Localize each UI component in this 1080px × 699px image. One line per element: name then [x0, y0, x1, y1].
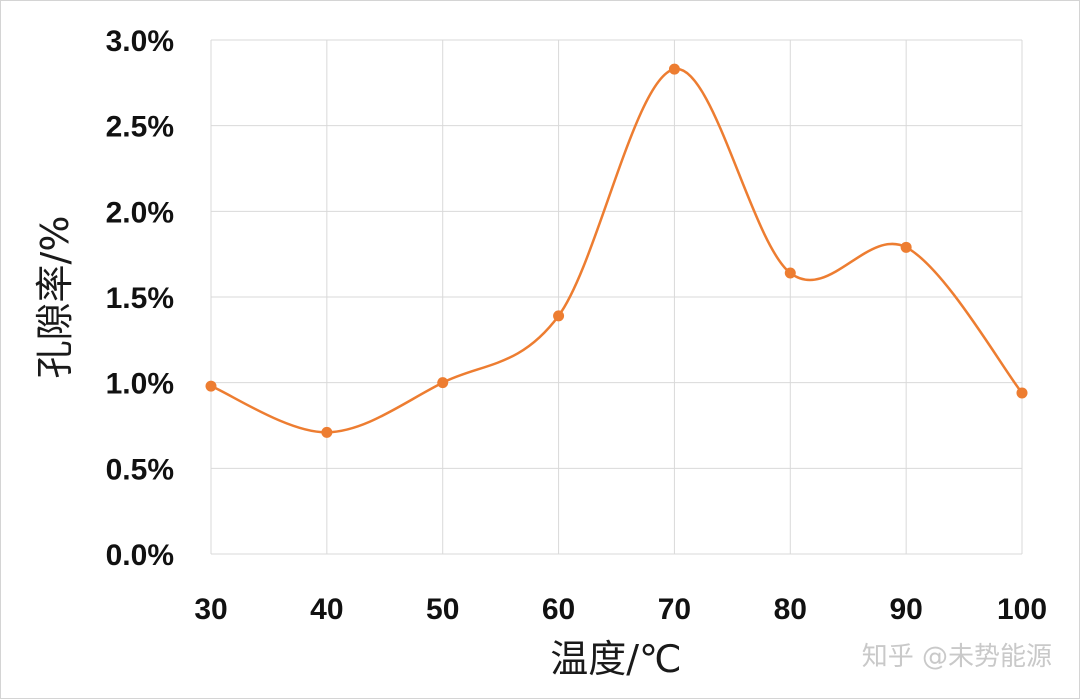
x-tick-labels: 30 40 50 60 70 80 90 100 — [194, 593, 1047, 626]
x-tick-label: 50 — [426, 593, 459, 626]
series-line — [210, 67, 1023, 434]
data-point — [321, 426, 333, 438]
y-axis-title: 孔隙率/% — [33, 216, 77, 379]
data-point — [900, 241, 912, 253]
x-tick-label: 100 — [997, 593, 1047, 626]
x-tick-label: 40 — [310, 593, 343, 626]
y-tick-label: 1.0% — [106, 368, 174, 401]
grid-lines — [210, 39, 1023, 555]
x-tick-label: 60 — [542, 593, 575, 626]
y-tick-label: 2.0% — [106, 196, 174, 229]
y-tick-label: 0.0% — [106, 539, 174, 572]
data-point — [553, 310, 565, 322]
y-tick-label: 0.5% — [106, 453, 174, 486]
x-axis-title: 温度/℃ — [550, 637, 681, 681]
x-tick-label: 30 — [194, 593, 227, 626]
x-tick-label: 70 — [658, 593, 691, 626]
data-point — [668, 63, 680, 75]
watermark: 知乎 @未势能源 — [861, 642, 1052, 672]
y-tick-labels: 0.0% 0.5% 1.0% 1.5% 2.0% 2.5% 3.0% — [106, 25, 174, 572]
x-tick-label: 80 — [774, 593, 807, 626]
data-points — [205, 63, 1028, 438]
y-tick-label: 3.0% — [106, 25, 174, 58]
y-tick-label: 2.5% — [106, 111, 174, 144]
x-tick-label: 90 — [889, 593, 922, 626]
data-point — [437, 377, 449, 389]
y-tick-label: 1.5% — [106, 282, 174, 315]
data-point — [205, 380, 217, 392]
data-point — [784, 267, 796, 279]
data-point — [1016, 387, 1028, 399]
